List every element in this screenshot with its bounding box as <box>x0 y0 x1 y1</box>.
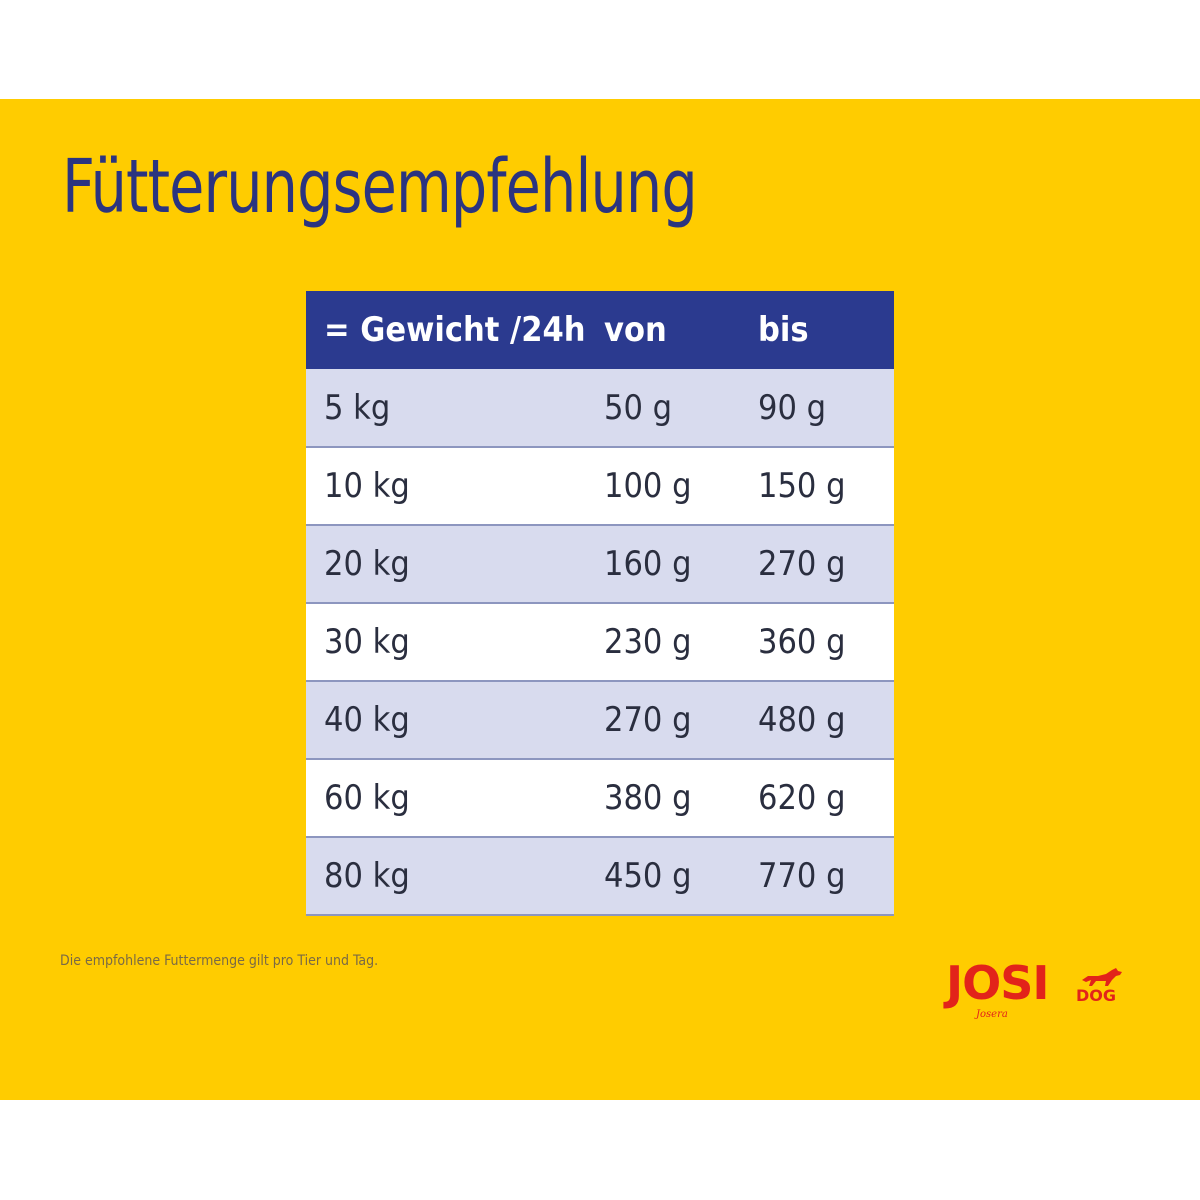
table-row: 60 kg 380 g 620 g <box>306 759 894 837</box>
logo-brand: Josera <box>976 1009 1008 1020</box>
cell-weight: 10 kg <box>324 466 410 506</box>
cell-from: 450 g <box>604 856 692 896</box>
cell-weight: 20 kg <box>324 544 410 584</box>
table-row: 10 kg 100 g 150 g <box>306 447 894 525</box>
cell-to: 620 g <box>758 778 846 818</box>
cell-to: 360 g <box>758 622 846 662</box>
page-title: Fütterungsempfehlung <box>62 144 698 230</box>
cell-to: 90 g <box>758 387 827 428</box>
table-row: 80 kg 450 g 770 g <box>306 837 894 915</box>
cell-from: 380 g <box>604 778 692 818</box>
cell-from: 230 g <box>604 622 692 662</box>
footnote: Die empfohlene Futtermenge gilt pro Tier… <box>60 953 379 969</box>
header-to: bis <box>758 310 809 350</box>
dog-icon <box>1082 968 1122 986</box>
table-row: 5 kg 50 g 90 g <box>306 369 894 447</box>
cell-to: 770 g <box>758 856 846 896</box>
table-row: 40 kg 270 g 480 g <box>306 681 894 759</box>
cell-weight: 30 kg <box>324 622 410 662</box>
cell-weight: 80 kg <box>324 856 410 896</box>
cell-to: 270 g <box>758 544 846 584</box>
cell-to: 480 g <box>758 700 846 740</box>
cell-weight: 60 kg <box>324 778 410 818</box>
cell-from: 160 g <box>604 544 692 584</box>
josidog-logo: JOSI DOG Josera <box>946 960 1130 1024</box>
header-weight: = Gewicht /24h <box>324 310 586 350</box>
header-from: von <box>604 310 667 350</box>
cell-from: 50 g <box>604 387 673 428</box>
table-header-row: = Gewicht /24h von bis <box>306 291 894 369</box>
feeding-table: = Gewicht /24h von bis 5 kg 50 g 90 g 10… <box>306 291 894 916</box>
table-row: 20 kg 160 g 270 g <box>306 525 894 603</box>
cell-from: 100 g <box>604 466 692 506</box>
cell-from: 270 g <box>604 700 692 740</box>
cell-to: 150 g <box>758 466 846 506</box>
table-row: 30 kg 230 g 360 g <box>306 603 894 681</box>
logo-subword: DOG <box>1076 986 1117 1005</box>
logo-wordmark: JOSI <box>946 956 1049 1010</box>
cell-weight: 5 kg <box>324 387 391 428</box>
yellow-panel <box>0 99 1200 1100</box>
cell-weight: 40 kg <box>324 700 410 740</box>
